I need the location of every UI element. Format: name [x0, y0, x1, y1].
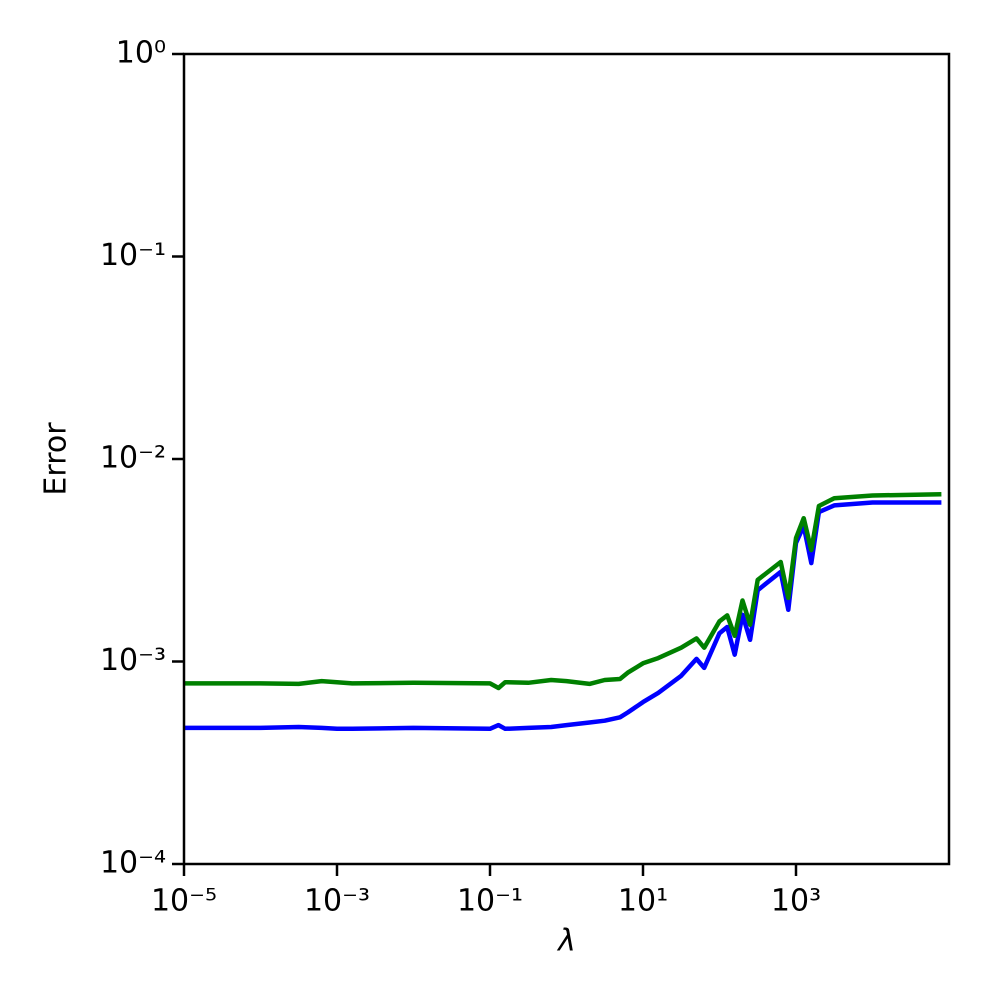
y-tick-label: 10⁻¹ [100, 238, 166, 273]
y-tick-label: 10⁻³ [100, 643, 166, 678]
x-tick-label: 10⁻³ [304, 884, 370, 919]
series-line [184, 500, 942, 732]
y-tick-label: 10⁻² [100, 441, 166, 476]
y-tick-label: 10⁻⁴ [100, 846, 166, 881]
x-tick-label: 10⁻¹ [457, 884, 523, 919]
series-line [184, 491, 942, 691]
y-axis-label: Error [39, 422, 74, 496]
y-tick-label: 10⁰ [116, 36, 166, 71]
x-tick-label: 10⁻⁵ [151, 884, 217, 919]
x-tick-label: 10¹ [618, 884, 668, 919]
x-tick-label: 10³ [771, 884, 821, 919]
x-axis-label: λ [556, 924, 576, 959]
plot-frame [182, 52, 951, 866]
